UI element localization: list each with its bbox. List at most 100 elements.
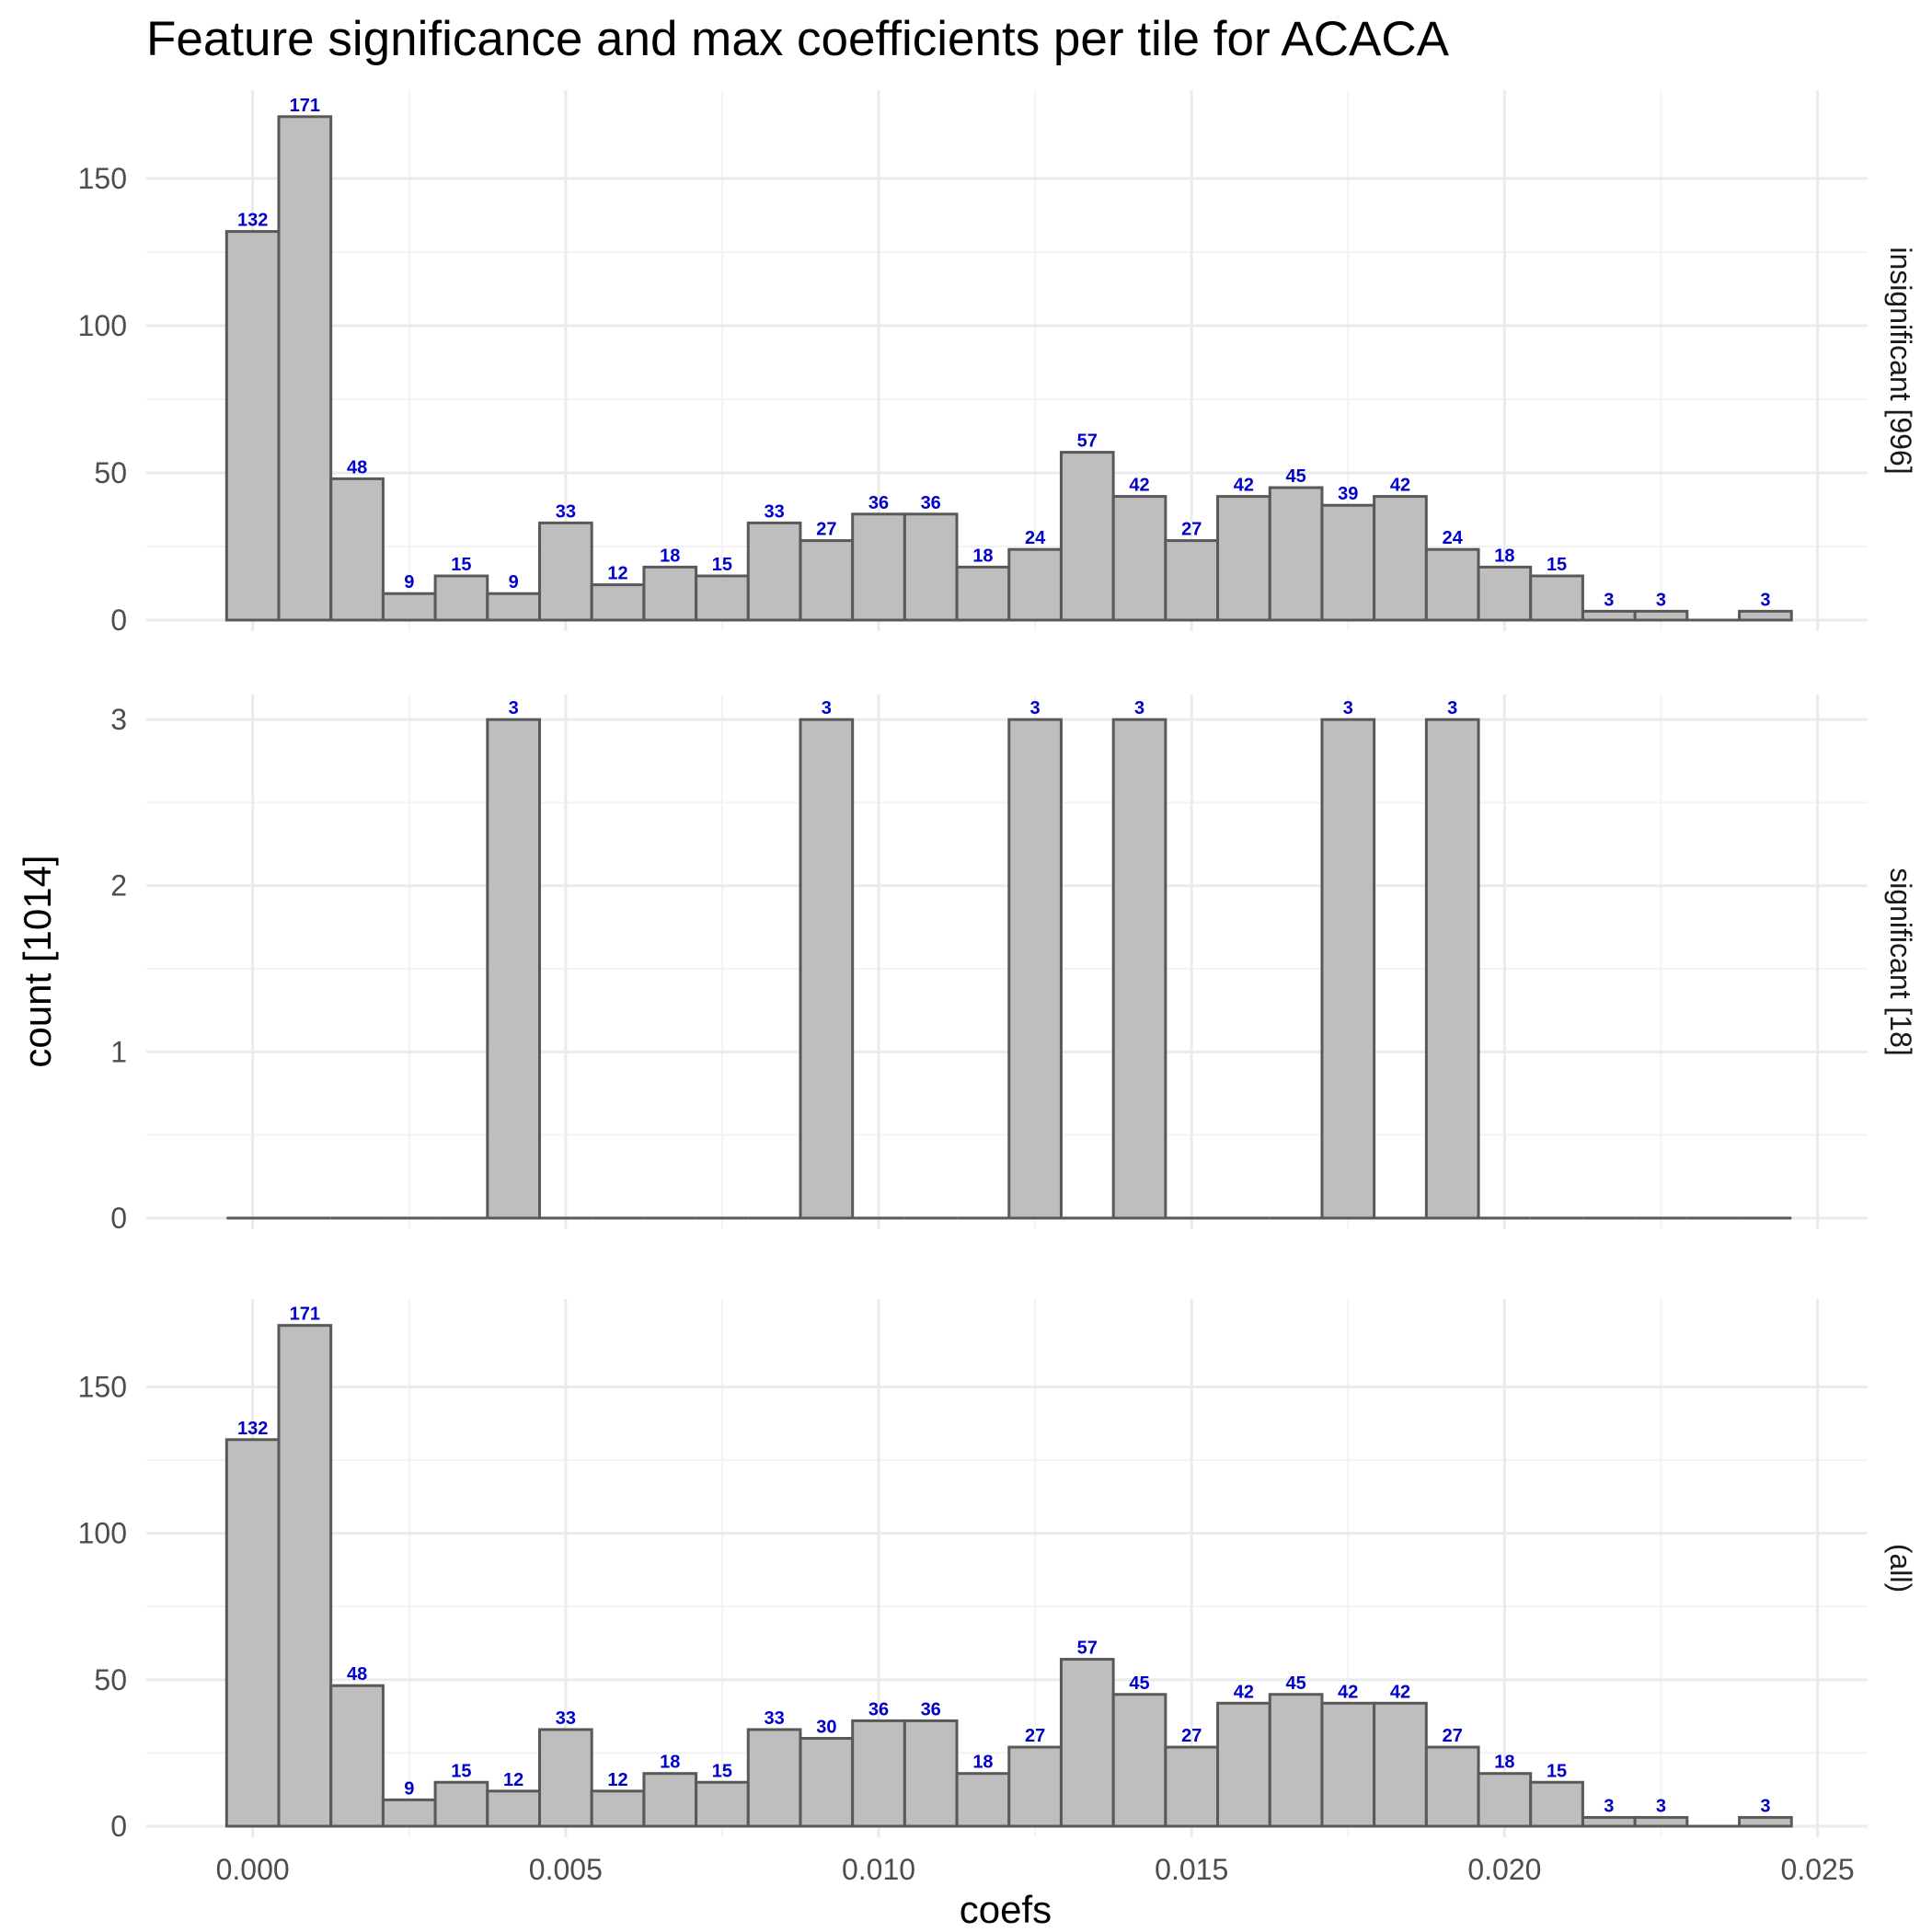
bar-value-label: 15	[451, 555, 471, 575]
x-axis-title: coefs	[960, 1888, 1052, 1931]
bar-value-label: 42	[1338, 1682, 1358, 1702]
bar-value-label: 3	[509, 698, 519, 719]
y-tick-label: 50	[94, 456, 127, 489]
facet-strip-label: significant [18]	[1884, 868, 1917, 1056]
histogram-bar	[903, 512, 959, 622]
histogram-bar	[486, 592, 542, 622]
histogram-bar	[642, 565, 698, 622]
bar-value-label: 36	[921, 1699, 941, 1719]
bar-value-label: 3	[1604, 590, 1614, 610]
histogram-bar	[1320, 1701, 1376, 1828]
bar-value-label: 171	[290, 1305, 320, 1325]
bar-value-label: 45	[1285, 1673, 1305, 1694]
histogram-bar	[1059, 1658, 1115, 1828]
bar-value-label: 24	[1025, 528, 1046, 548]
bar-value-label: 3	[1134, 698, 1144, 719]
bar-value-label: 27	[816, 520, 836, 540]
bar-value-label: 18	[1494, 1753, 1514, 1773]
histogram-bar	[1216, 495, 1271, 622]
histogram-bar	[695, 574, 750, 622]
histogram-bar	[955, 1772, 1011, 1828]
histogram-bar	[1007, 547, 1063, 622]
bar-value-label: 48	[347, 1664, 367, 1685]
histogram-bar	[277, 115, 333, 622]
histogram-bar	[746, 521, 802, 622]
histogram-bar	[277, 1324, 333, 1828]
bar-value-label: 42	[1390, 476, 1410, 496]
histogram-bar	[1164, 1745, 1220, 1828]
histogram-bar	[1373, 495, 1428, 622]
bar-value-label: 48	[347, 457, 367, 477]
x-tick-label: 0.000	[216, 1853, 290, 1886]
histogram-bar	[433, 1780, 489, 1828]
bar-value-label: 15	[1547, 555, 1567, 575]
y-tick-label: 150	[78, 162, 127, 195]
bar-value-label: 3	[822, 698, 832, 719]
histogram-bar	[903, 1719, 959, 1828]
bar-value-label: 3	[1030, 698, 1041, 719]
histogram-bar	[1738, 1815, 1793, 1828]
histogram-bar	[1059, 451, 1115, 622]
bar-value-label: 24	[1443, 528, 1464, 548]
histogram-bar	[224, 1438, 281, 1828]
histogram-bar	[1529, 574, 1584, 622]
histogram-bar	[433, 574, 489, 622]
histogram-bar	[1738, 609, 1793, 622]
histogram-bar	[1007, 718, 1063, 1220]
bar-value-label: 42	[1234, 476, 1254, 496]
y-tick-label: 0	[110, 1202, 127, 1235]
histogram-bar	[1373, 1701, 1428, 1828]
y-tick-label: 1	[110, 1035, 127, 1068]
histogram-bar	[538, 1728, 593, 1828]
bar-value-label: 3	[1604, 1796, 1614, 1816]
histogram-bar	[746, 1728, 802, 1828]
histogram-bar	[1424, 1745, 1480, 1828]
histogram-bar	[381, 592, 437, 622]
bar-value-label: 3	[1656, 590, 1666, 610]
chart-title: Feature significance and max coefficient…	[146, 12, 1450, 66]
bar-value-label: 9	[509, 572, 519, 592]
histogram-bar	[1164, 539, 1220, 622]
bar-value-label: 12	[503, 1770, 523, 1790]
histogram-bar	[1477, 1772, 1533, 1828]
bar-value-label: 57	[1077, 1639, 1098, 1659]
histogram-bar	[799, 539, 855, 622]
bar-value-label: 27	[1181, 520, 1202, 540]
histogram-bar	[1111, 718, 1167, 1220]
x-tick-label: 0.020	[1467, 1853, 1541, 1886]
x-tick-label: 0.015	[1155, 1853, 1228, 1886]
y-tick-label: 3	[110, 703, 127, 736]
bar-value-label: 18	[660, 1753, 680, 1773]
y-tick-label: 150	[78, 1371, 127, 1404]
histogram-bar	[1581, 609, 1637, 622]
x-axis: 0.000 0.005 0.010 0.015 0.020 0.025	[216, 1853, 1855, 1886]
histogram-bar	[1268, 1693, 1324, 1828]
y-axis-title: count [1014]	[16, 855, 59, 1067]
y-tick-label: 50	[94, 1663, 127, 1696]
y-tick-label: 100	[78, 309, 127, 342]
histogram-bar	[486, 1789, 542, 1828]
histogram-bar	[329, 477, 385, 622]
histogram-bar	[1581, 1815, 1637, 1828]
bar-value-label: 15	[451, 1761, 471, 1781]
histogram-bar	[1529, 1780, 1584, 1828]
histogram-bar	[1111, 1693, 1167, 1828]
y-tick-label: 100	[78, 1517, 127, 1550]
facet-strip-label: (all)	[1884, 1544, 1917, 1593]
bar-value-label: 18	[1494, 546, 1514, 566]
histogram-bar	[1216, 1701, 1271, 1828]
bar-value-label: 45	[1129, 1673, 1149, 1694]
histogram-bar	[1424, 547, 1480, 622]
bar-value-label: 42	[1129, 476, 1149, 496]
histogram-bar	[1007, 1745, 1063, 1828]
bar-value-label: 12	[607, 564, 627, 584]
bar-value-label: 39	[1338, 484, 1358, 504]
histogram-bar	[1111, 495, 1167, 622]
bar-value-label: 15	[712, 555, 732, 575]
x-tick-label: 0.010	[842, 1853, 915, 1886]
histogram-bar	[695, 1780, 750, 1828]
bar-value-label: 3	[1656, 1796, 1666, 1816]
bar-value-label: 3	[1343, 698, 1353, 719]
bar-value-label: 18	[660, 546, 680, 566]
